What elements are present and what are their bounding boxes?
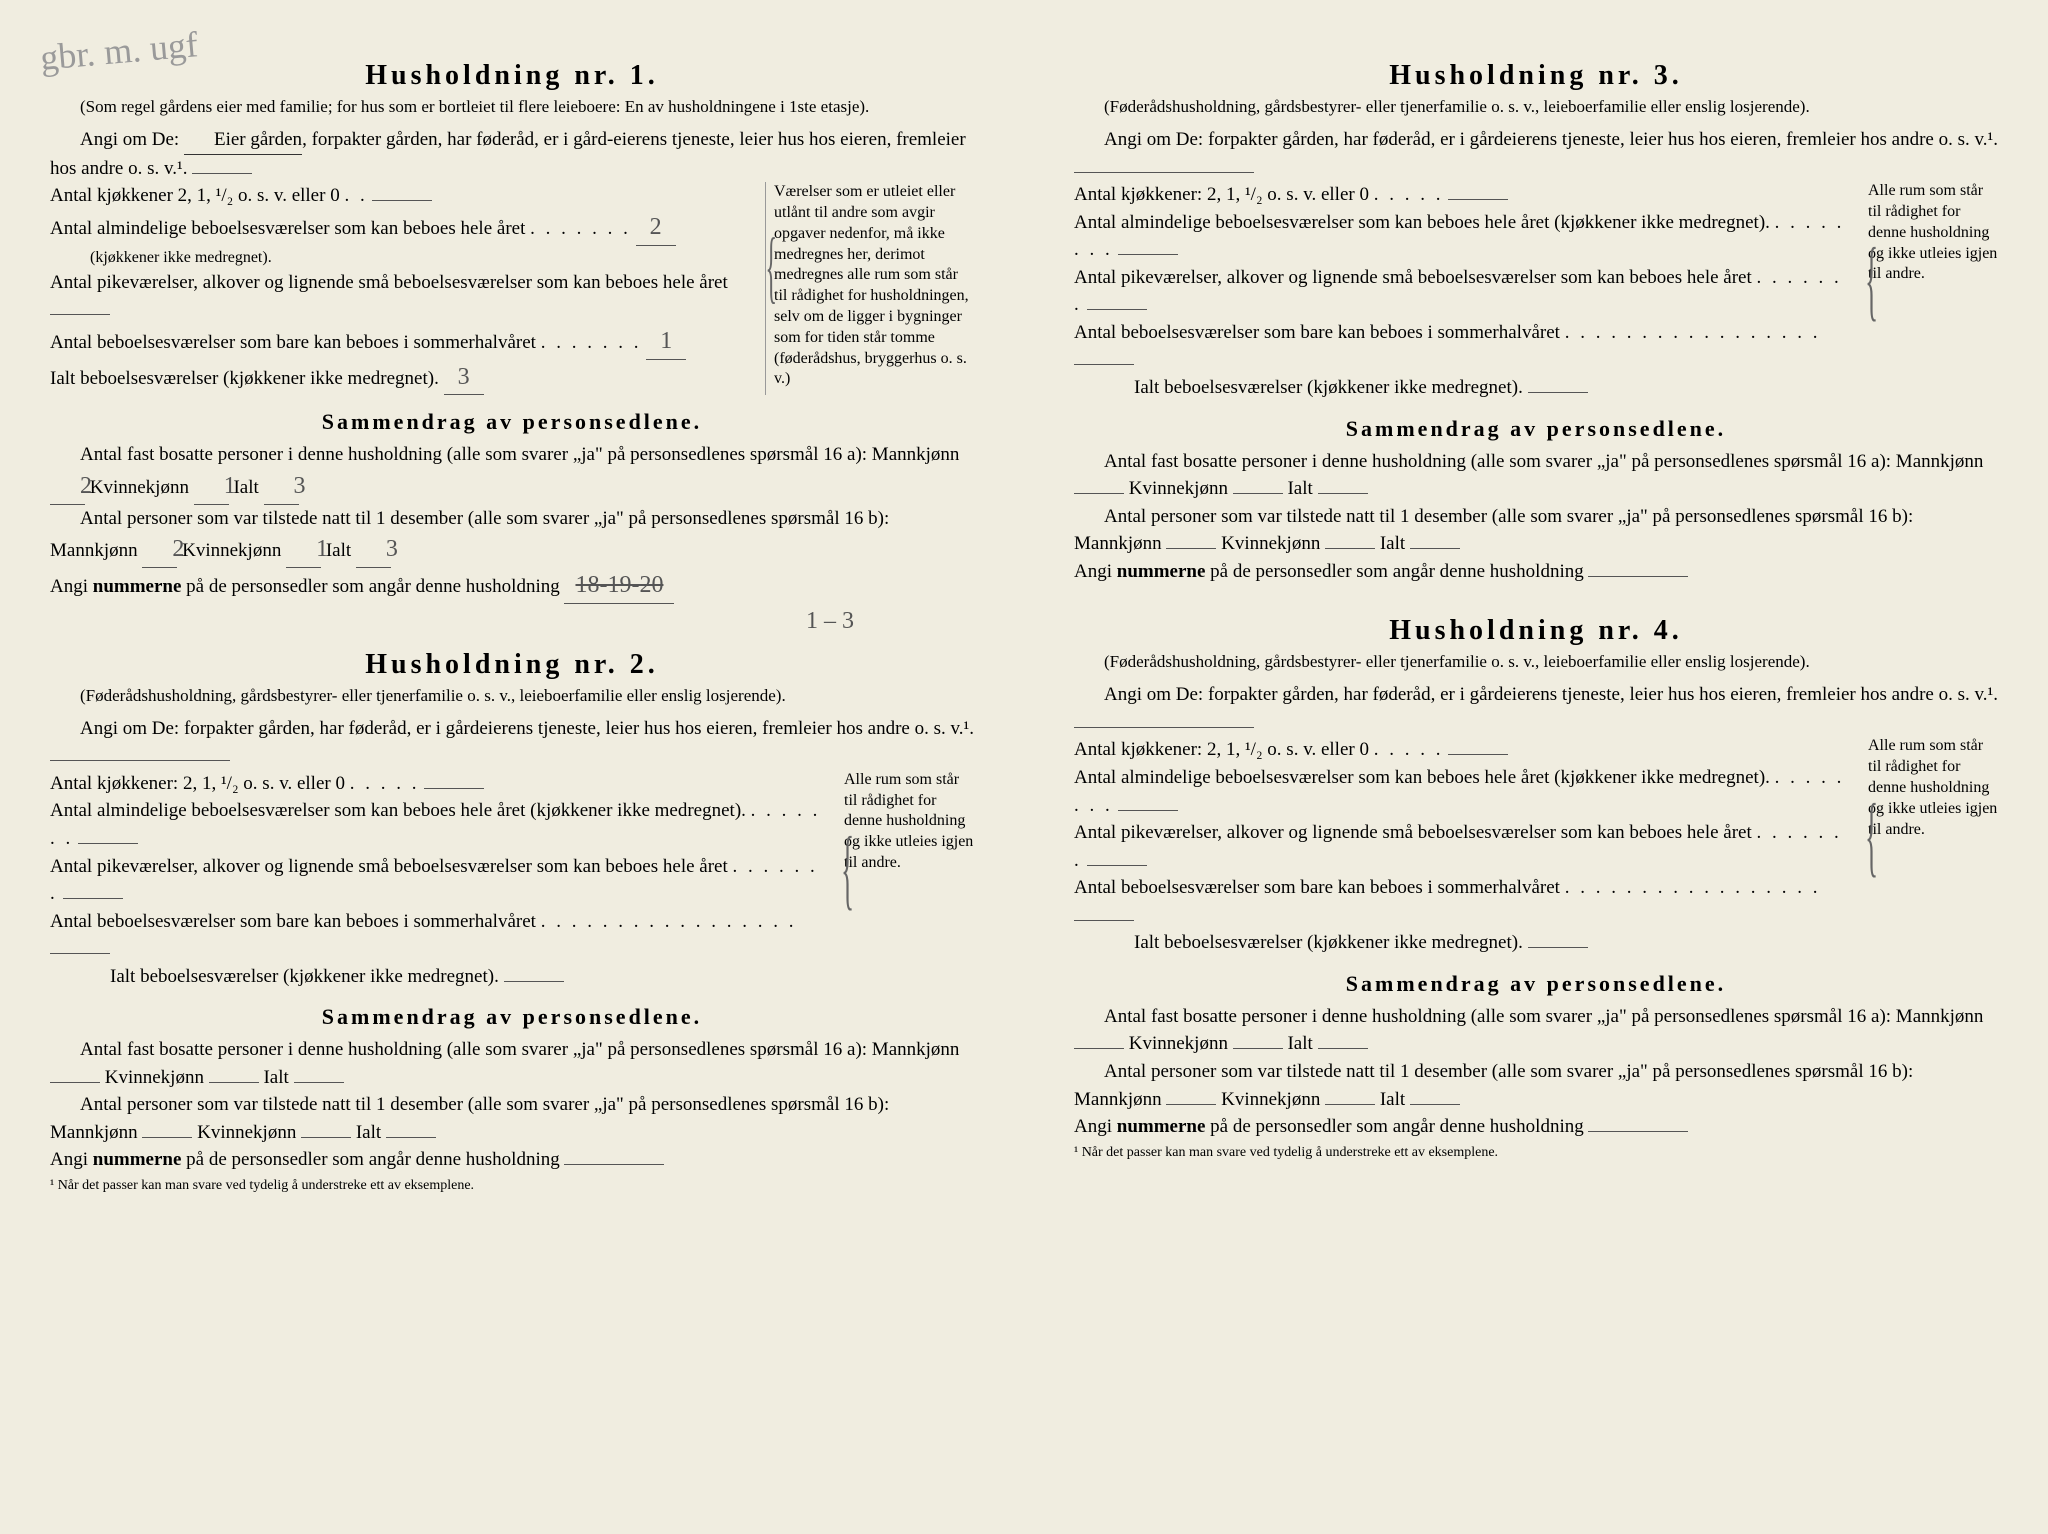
- s1-tilstede: Antal personer som var tilstede natt til…: [50, 505, 974, 568]
- h3-q-sommer: Antal beboelsesværelser som bare kan beb…: [1074, 319, 1845, 374]
- q-alm: Antal almindelige beboelsesværelser som …: [50, 210, 750, 246]
- h2-q-alm: Antal almindelige beboelsesværelser som …: [50, 797, 821, 852]
- household-4-angi: Angi om De: forpakter gården, har føderå…: [1074, 681, 1998, 736]
- h3-q-pike: Antal pikeværelser, alkover og lignende …: [1074, 264, 1845, 319]
- sidenote-1: Værelser som er utleiet eller utlånt til…: [765, 182, 974, 395]
- s2-fast: Antal fast bosatte personer i denne hush…: [50, 1036, 974, 1091]
- s1-nummerne-2: 1 – 3: [50, 604, 974, 639]
- h3-q-ialt: Ialt beboelsesværelser (kjøkkener ikke m…: [1074, 374, 1845, 402]
- s1-fast: Antal fast bosatte personer i denne hush…: [50, 441, 974, 504]
- h2-q-ialt: Ialt beboelsesværelser (kjøkkener ikke m…: [50, 963, 821, 991]
- sammendrag-1-title: Sammendrag av personsedlene.: [50, 409, 974, 435]
- h4-q-pike: Antal pikeværelser, alkover og lignende …: [1074, 819, 1845, 874]
- h4-q-kjokkener: Antal kjøkkener: 2, 1, ¹/₂ o. s. v. elle…: [1074, 736, 1845, 764]
- val-ialt: 3: [444, 360, 484, 396]
- s3-tilstede: Antal personer som var tilstede natt til…: [1074, 503, 1998, 558]
- h2-q-kjokkener: Antal kjøkkener: 2, 1, ¹/₂ o. s. v. elle…: [50, 770, 821, 798]
- s2-tilstede: Antal personer som var tilstede natt til…: [50, 1091, 974, 1146]
- h3-q-kjokkener: Antal kjøkkener: 2, 1, ¹/₂ o. s. v. elle…: [1074, 181, 1845, 209]
- h2-q-sommer: Antal beboelsesværelser som bare kan beb…: [50, 908, 821, 963]
- q-ialt: Ialt beboelsesværelser (kjøkkener ikke m…: [50, 360, 750, 396]
- h2-q-pike: Antal pikeværelser, alkover og lignende …: [50, 853, 821, 908]
- s4-tilstede: Antal personer som var tilstede natt til…: [1074, 1058, 1998, 1113]
- household-3-subtitle: (Føderådshusholdning, gårdsbestyrer- ell…: [1074, 96, 1998, 118]
- angi-prefix: Angi om De:: [80, 129, 179, 150]
- s1-nummerne: Angi nummerne på de personsedler som ang…: [50, 568, 974, 604]
- q-pike: Antal pikeværelser, alkover og lignende …: [50, 269, 750, 324]
- footnote-left: ¹ Når det passer kan man svare ved tydel…: [50, 1178, 974, 1194]
- h4-q-sommer: Antal beboelsesværelser som bare kan beb…: [1074, 874, 1845, 929]
- household-2-title: Husholdning nr. 2.: [50, 649, 974, 681]
- q-kjokkener: Antal kjøkkener 2, 1, ¹/₂ o. s. v. eller…: [50, 182, 750, 210]
- val-alm: 2: [636, 210, 676, 246]
- angi-fill: [192, 173, 252, 174]
- h3-q-alm: Antal almindelige beboelsesværelser som …: [1074, 209, 1845, 264]
- left-page: gbr. m. ugf Husholdning nr. 1. (Som rege…: [0, 0, 1024, 1534]
- sammendrag-3-title: Sammendrag av personsedlene.: [1074, 416, 1998, 442]
- h4-q-alm: Antal almindelige beboelsesværelser som …: [1074, 764, 1845, 819]
- s4-nummerne: Angi nummerne på de personsedler som ang…: [1074, 1113, 1998, 1141]
- household-2-subtitle: (Føderådshusholdning, gårdsbestyrer- ell…: [50, 685, 974, 707]
- household-4-subtitle: (Føderådshusholdning, gårdsbestyrer- ell…: [1074, 651, 1998, 673]
- household-2-angi: Angi om De: forpakter gården, har føderå…: [50, 715, 974, 770]
- household-1-angi: Angi om De: Eier gården, forpakter gårde…: [50, 126, 974, 182]
- q-alm-note: (kjøkkener ikke medregnet).: [50, 246, 750, 269]
- s4-fast: Antal fast bosatte personer i denne hush…: [1074, 1003, 1998, 1058]
- val-sommer: 1: [646, 324, 686, 360]
- sidenote-2: Alle rum som står til rådighet for denne…: [836, 770, 974, 990]
- household-3-title: Husholdning nr. 3.: [1074, 60, 1998, 92]
- sidenote-4: Alle rum som står til rådighet for denne…: [1860, 736, 1998, 956]
- angi-underlined: Eier gården: [184, 126, 302, 155]
- s2-nummerne: Angi nummerne på de personsedler som ang…: [50, 1146, 974, 1174]
- s3-nummerne: Angi nummerne på de personsedler som ang…: [1074, 558, 1998, 586]
- sammendrag-4-title: Sammendrag av personsedlene.: [1074, 971, 1998, 997]
- right-page: Husholdning nr. 3. (Føderådshusholdning,…: [1024, 0, 2048, 1534]
- sidenote-3: Alle rum som står til rådighet for denne…: [1860, 181, 1998, 401]
- s3-fast: Antal fast bosatte personer i denne hush…: [1074, 448, 1998, 503]
- h4-q-ialt: Ialt beboelsesværelser (kjøkkener ikke m…: [1074, 929, 1845, 957]
- household-4-title: Husholdning nr. 4.: [1074, 615, 1998, 647]
- household-3-angi: Angi om De: forpakter gården, har føderå…: [1074, 126, 1998, 181]
- sammendrag-2-title: Sammendrag av personsedlene.: [50, 1004, 974, 1030]
- footnote-right: ¹ Når det passer kan man svare ved tydel…: [1074, 1145, 1998, 1161]
- household-1-subtitle: (Som regel gårdens eier med familie; for…: [50, 96, 974, 118]
- q-sommer: Antal beboelsesværelser som bare kan beb…: [50, 324, 750, 360]
